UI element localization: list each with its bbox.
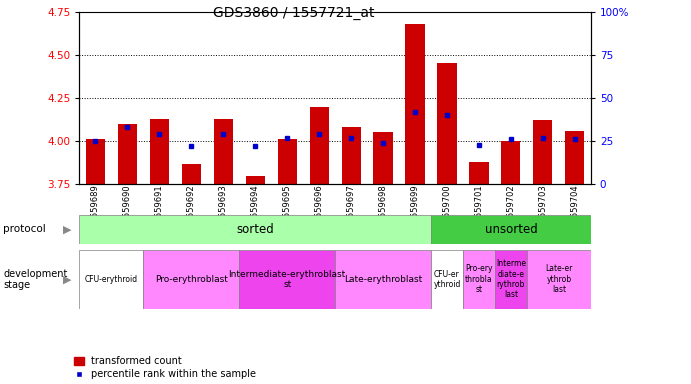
Text: CFU-erythroid: CFU-erythroid: [85, 275, 138, 284]
Bar: [79, 215, 431, 244]
Bar: [335, 250, 431, 309]
Text: sorted: sorted: [236, 223, 274, 236]
Bar: [373, 132, 392, 184]
Text: unsorted: unsorted: [484, 223, 538, 236]
Text: ▶: ▶: [64, 224, 72, 235]
Legend: transformed count, percentile rank within the sample: transformed count, percentile rank withi…: [74, 356, 256, 379]
Bar: [239, 250, 335, 309]
Bar: [463, 250, 495, 309]
Bar: [150, 119, 169, 184]
Bar: [143, 250, 239, 309]
Bar: [501, 141, 520, 184]
Bar: [117, 124, 137, 184]
Bar: [565, 131, 585, 184]
Bar: [431, 250, 463, 309]
Text: Late-erythroblast: Late-erythroblast: [344, 275, 422, 284]
Bar: [278, 139, 296, 184]
Bar: [431, 215, 591, 244]
Text: ▶: ▶: [64, 274, 72, 285]
Bar: [437, 63, 457, 184]
Bar: [527, 250, 591, 309]
Bar: [310, 106, 329, 184]
Text: development
stage: development stage: [3, 268, 68, 290]
Text: GDS3860 / 1557721_at: GDS3860 / 1557721_at: [214, 6, 375, 20]
Bar: [245, 176, 265, 184]
Bar: [214, 119, 233, 184]
Text: Pro-ery
throbla
st: Pro-ery throbla st: [465, 265, 493, 294]
Text: Pro-erythroblast: Pro-erythroblast: [155, 275, 228, 284]
Bar: [79, 250, 143, 309]
Bar: [341, 127, 361, 184]
Text: protocol: protocol: [3, 224, 46, 235]
Bar: [533, 120, 552, 184]
Text: Late-er
ythrob
last: Late-er ythrob last: [545, 265, 573, 294]
Bar: [495, 250, 527, 309]
Bar: [86, 139, 105, 184]
Text: Intermediate-erythroblast
st: Intermediate-erythroblast st: [229, 270, 346, 289]
Bar: [406, 24, 424, 184]
Text: Interme
diate-e
rythrob
last: Interme diate-e rythrob last: [496, 259, 526, 300]
Bar: [469, 162, 489, 184]
Text: CFU-er
ythroid: CFU-er ythroid: [433, 270, 461, 289]
Bar: [182, 164, 201, 184]
